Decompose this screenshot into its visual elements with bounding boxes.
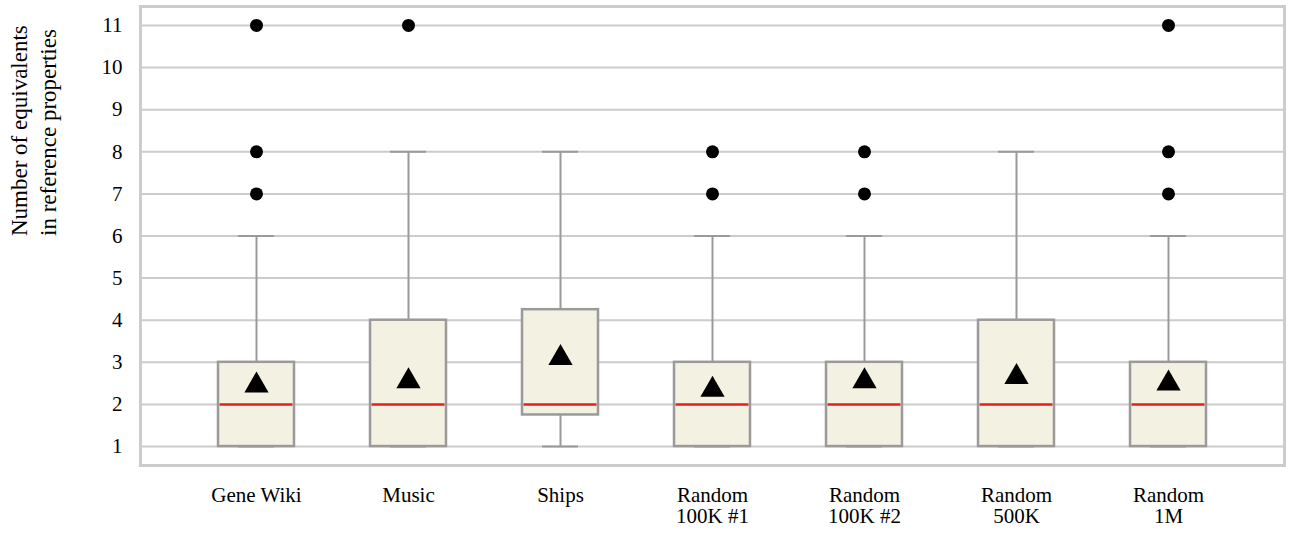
svg-text:Music: Music (382, 483, 435, 507)
svg-text:8: 8 (112, 139, 123, 163)
svg-text:5: 5 (112, 266, 123, 290)
svg-text:7: 7 (112, 182, 123, 206)
svg-text:2: 2 (112, 392, 123, 416)
svg-text:Random100K #2: Random100K #2 (828, 483, 901, 528)
svg-text:3: 3 (112, 350, 123, 374)
svg-text:Random1M: Random1M (1133, 483, 1204, 528)
svg-text:Gene Wiki: Gene Wiki (211, 483, 301, 507)
svg-text:Random500K: Random500K (981, 483, 1052, 528)
svg-text:11: 11 (102, 13, 122, 37)
svg-text:4: 4 (112, 308, 123, 332)
svg-text:Number of equivalentsin refere: Number of equivalentsin reference proper… (7, 25, 61, 236)
svg-text:9: 9 (112, 97, 123, 121)
svg-text:6: 6 (112, 224, 123, 248)
svg-text:10: 10 (102, 55, 123, 79)
svg-text:Ships: Ships (537, 483, 584, 507)
svg-text:1: 1 (112, 434, 123, 458)
svg-text:Random100K #1: Random100K #1 (676, 483, 749, 528)
